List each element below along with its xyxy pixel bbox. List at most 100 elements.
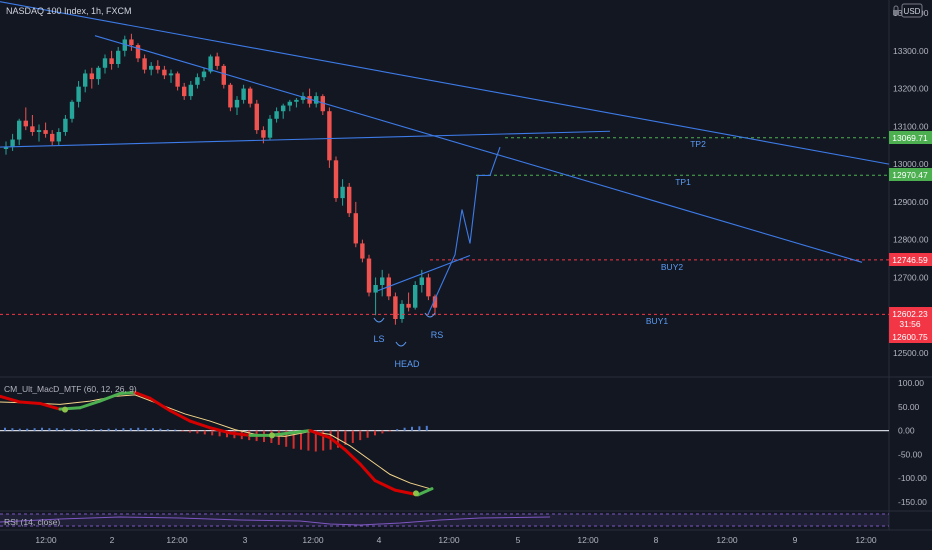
macd-pane[interactable] <box>0 391 889 497</box>
candle-bull[interactable] <box>241 88 246 100</box>
candle-bear[interactable] <box>228 84 233 108</box>
trendline[interactable] <box>377 255 471 292</box>
rsi-pane[interactable] <box>0 513 889 527</box>
candle-bear[interactable] <box>30 126 35 132</box>
candle-bear[interactable] <box>221 65 226 85</box>
label-rs[interactable]: RS <box>431 330 444 340</box>
price-tag-low[interactable]: 12600.75 <box>889 330 932 343</box>
label-tp1[interactable]: TP1 <box>675 177 691 187</box>
time-axis-tick: 9 <box>793 535 798 545</box>
label-buy1[interactable]: BUY1 <box>646 316 668 326</box>
macd-histogram-bar <box>226 430 228 438</box>
rsi-legend[interactable]: RSI (14, close) <box>4 517 60 527</box>
macd-histogram-bar <box>115 428 117 431</box>
candle-bull[interactable] <box>281 105 286 112</box>
candle-bear[interactable] <box>353 213 358 244</box>
candle-bear[interactable] <box>50 133 55 142</box>
candle-bull[interactable] <box>195 77 200 85</box>
candle-bear[interactable] <box>155 65 160 70</box>
candle-bull[interactable] <box>208 56 213 72</box>
candle-bear[interactable] <box>360 243 365 259</box>
label-tp2[interactable]: TP2 <box>690 139 706 149</box>
candle-bull[interactable] <box>267 118 273 138</box>
candle-bull[interactable] <box>399 303 405 319</box>
macd-histogram-bar <box>181 430 184 432</box>
candle-bull[interactable] <box>274 111 279 119</box>
candle-bear[interactable] <box>175 73 180 87</box>
candle-bull[interactable] <box>102 58 108 68</box>
candle-bull[interactable] <box>419 277 424 285</box>
candle-bull[interactable] <box>340 186 345 199</box>
candle-bear[interactable] <box>320 96 325 112</box>
currency-badge[interactable] <box>901 3 923 18</box>
trendline[interactable] <box>94 35 863 263</box>
candle-bear[interactable] <box>43 130 48 134</box>
candle-bear[interactable] <box>261 130 266 138</box>
label-ls[interactable]: LS <box>373 334 384 344</box>
candle-bear[interactable] <box>333 160 339 199</box>
candle-bull[interactable] <box>116 50 121 64</box>
price-pane[interactable] <box>0 1 890 347</box>
trendline[interactable] <box>0 1 890 165</box>
candle-bull[interactable] <box>3 147 9 149</box>
candle-bull[interactable] <box>300 96 306 100</box>
candle-bear[interactable] <box>135 45 141 59</box>
macd-histogram-bar <box>85 429 88 431</box>
lock-icon[interactable] <box>893 5 899 15</box>
candle-bull[interactable] <box>122 39 127 51</box>
candle-bull[interactable] <box>83 73 88 87</box>
candle-bull[interactable] <box>76 86 81 102</box>
macd-line-segment <box>343 448 362 466</box>
candle-bear[interactable] <box>347 186 352 214</box>
candle-bear[interactable] <box>406 303 411 308</box>
candle-bull[interactable] <box>149 65 154 70</box>
candle-bear[interactable] <box>109 58 114 64</box>
projection-path[interactable] <box>427 146 501 315</box>
macd-line-segment <box>0 394 22 404</box>
candle-bear[interactable] <box>129 39 134 46</box>
candle-bear[interactable] <box>162 69 167 76</box>
candle-bear[interactable] <box>215 56 220 66</box>
macd-histogram-bar <box>152 428 154 431</box>
candle-bull[interactable] <box>96 67 101 80</box>
price-tag-current[interactable]: 12602.23 31:56 <box>889 307 932 330</box>
candle-bull[interactable] <box>10 139 15 148</box>
trendline[interactable] <box>0 130 611 148</box>
candle-bear[interactable] <box>393 296 398 319</box>
candle-bull[interactable] <box>234 99 240 108</box>
candle-bull[interactable] <box>373 285 378 293</box>
label-head[interactable]: HEAD <box>394 359 420 369</box>
candle-bear[interactable] <box>432 296 438 308</box>
candle-bull[interactable] <box>287 101 292 106</box>
candle-bull[interactable] <box>56 132 61 142</box>
candle-bear[interactable] <box>142 58 147 70</box>
candle-bull[interactable] <box>36 130 42 132</box>
candle-bear[interactable] <box>254 103 259 131</box>
candle-bull[interactable] <box>17 120 22 140</box>
candle-bull[interactable] <box>63 118 68 132</box>
candle-bull[interactable] <box>314 96 319 104</box>
candle-bull[interactable] <box>188 84 193 97</box>
candle-bear[interactable] <box>89 73 94 80</box>
macd-histogram-bar <box>11 428 14 431</box>
candle-bear[interactable] <box>426 277 431 297</box>
candle-bear[interactable] <box>248 88 253 104</box>
candle-bear[interactable] <box>23 120 28 127</box>
price-tag-buy2[interactable]: 12746.59 <box>889 253 932 266</box>
label-buy2[interactable]: BUY2 <box>661 262 683 272</box>
candle-bull[interactable] <box>413 285 418 308</box>
candle-bear[interactable] <box>327 111 332 161</box>
candle-bull[interactable] <box>201 71 207 78</box>
candle-bear[interactable] <box>182 86 187 97</box>
candle-bear[interactable] <box>366 258 372 293</box>
candle-bull[interactable] <box>168 73 174 76</box>
candle-bull[interactable] <box>69 101 75 119</box>
price-tag-tp1[interactable]: 12970.47 <box>889 168 932 181</box>
candle-bear[interactable] <box>307 96 312 104</box>
candle-bull[interactable] <box>294 99 299 102</box>
price-tag-tp2[interactable]: 13069.71 <box>889 131 932 144</box>
symbol-legend[interactable]: NASDAQ 100 Index, 1h, FXCM <box>6 6 132 16</box>
candle-bull[interactable] <box>380 277 385 285</box>
macd-legend[interactable]: CM_Ult_MacD_MTF (60, 12, 26, 9) <box>4 384 137 394</box>
